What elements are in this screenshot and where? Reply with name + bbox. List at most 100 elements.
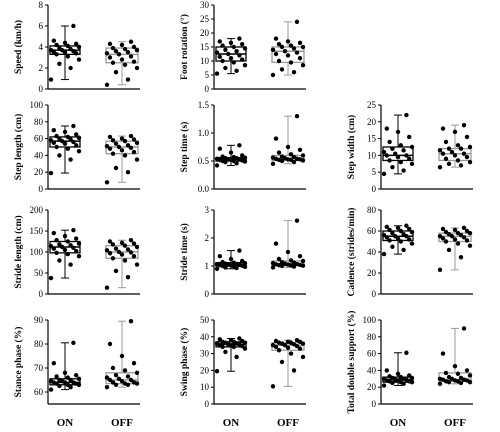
y-tick-label: 0	[39, 84, 44, 94]
data-point	[116, 144, 122, 150]
data-point	[57, 242, 62, 247]
data-point	[458, 146, 464, 151]
data-point	[237, 248, 242, 253]
data-point	[119, 240, 125, 245]
data-point	[446, 146, 452, 151]
data-point	[76, 254, 82, 259]
data-point	[390, 244, 395, 249]
y-tick-label: 60	[34, 387, 44, 397]
data-point	[288, 152, 294, 157]
data-point	[54, 250, 59, 256]
data-point	[300, 258, 306, 264]
y-axis-label: Swing phase (%)	[179, 328, 190, 397]
group-label-on: ON	[223, 417, 240, 429]
data-point	[54, 238, 59, 243]
data-point	[437, 164, 443, 170]
y-tick-label: 2	[39, 63, 44, 73]
data-point	[131, 241, 137, 246]
data-point	[122, 258, 128, 263]
panel-3: 0 20 40 60 80 100 Step length (cm)	[13, 100, 140, 194]
y-tick-label: 50	[34, 268, 44, 278]
data-point	[107, 134, 113, 140]
data-point	[113, 141, 119, 146]
data-point	[62, 247, 68, 253]
data-point	[242, 62, 248, 68]
y-tick-label: 0.5	[198, 156, 210, 166]
data-point	[237, 143, 242, 148]
data-point	[452, 364, 458, 369]
data-point	[113, 49, 119, 54]
y-tick-label: 3	[205, 205, 210, 215]
data-point	[387, 139, 392, 145]
box-on	[381, 112, 415, 177]
data-point	[110, 380, 116, 385]
data-point	[113, 268, 119, 274]
data-point	[119, 252, 125, 257]
data-point	[128, 238, 134, 243]
data-point	[467, 144, 473, 150]
data-point	[276, 150, 282, 155]
data-point	[107, 239, 113, 244]
data-point	[443, 370, 449, 376]
data-point	[217, 54, 222, 59]
data-point	[279, 154, 285, 159]
data-point	[74, 236, 79, 241]
y-tick-label: 40	[367, 247, 377, 257]
data-point	[122, 138, 128, 144]
data-point	[440, 351, 446, 356]
data-point	[68, 262, 73, 267]
data-point	[119, 379, 125, 384]
data-point	[104, 248, 110, 253]
data-point	[217, 39, 222, 44]
data-point	[128, 145, 134, 151]
data-point	[220, 259, 225, 265]
data-point	[134, 47, 140, 53]
data-point	[300, 44, 306, 50]
data-point	[461, 326, 467, 331]
data-point	[71, 227, 76, 233]
data-point	[452, 237, 458, 242]
data-point	[122, 381, 128, 386]
data-point	[455, 143, 461, 148]
data-point	[68, 46, 73, 52]
data-point	[294, 114, 300, 119]
data-point	[409, 375, 415, 381]
data-point	[288, 60, 294, 65]
data-point	[71, 23, 76, 29]
data-point	[104, 82, 110, 88]
data-point	[387, 238, 392, 243]
data-point	[74, 373, 79, 378]
y-tick-label: 150	[30, 226, 44, 236]
data-point	[443, 156, 449, 161]
data-point	[214, 369, 220, 374]
data-point	[231, 154, 236, 160]
data-point	[242, 346, 248, 351]
group-label-off: OFF	[111, 417, 133, 429]
data-point	[401, 148, 406, 153]
y-tick-label: 2	[205, 233, 210, 243]
group-label-off: OFF	[277, 417, 299, 429]
data-point	[128, 250, 134, 255]
data-point	[128, 377, 134, 383]
data-point	[398, 228, 403, 234]
data-point	[270, 155, 276, 160]
data-point	[134, 65, 140, 71]
y-tick-label: 5	[372, 167, 377, 177]
y-tick-label: 0	[39, 289, 44, 299]
data-point	[220, 339, 225, 345]
data-point	[125, 77, 131, 82]
y-tick-label: 0	[372, 184, 377, 194]
panel-4: 0.0 0.5 1.0 1.5 Step time (s)	[179, 100, 306, 194]
y-tick-label: 80	[34, 117, 44, 127]
data-point	[65, 375, 71, 380]
data-point	[294, 337, 300, 343]
data-point	[390, 146, 395, 151]
data-point	[131, 149, 137, 155]
y-tick-label: 0	[372, 399, 377, 409]
data-point	[291, 260, 297, 265]
data-point	[65, 146, 71, 151]
data-point	[407, 237, 412, 242]
data-point	[68, 137, 73, 142]
data-point	[62, 370, 68, 375]
